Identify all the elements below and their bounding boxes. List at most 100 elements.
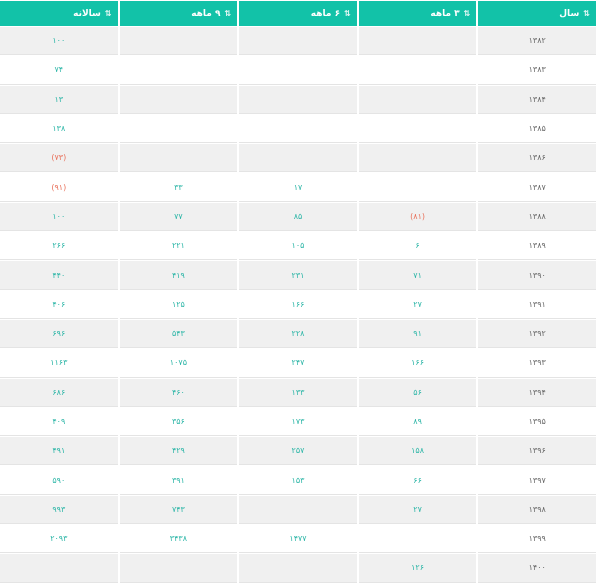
column-header-annual[interactable]: ⇅سالانه xyxy=(0,1,118,26)
9-month-cell: ۴۱۹ xyxy=(119,261,238,290)
9-month-cell: ۴۲۹ xyxy=(119,437,238,466)
sort-arrows-icon[interactable]: ⇅ xyxy=(224,8,232,18)
annual-cell: ۱۰۰ xyxy=(0,202,118,232)
year-cell: ۱۳۸۸ xyxy=(478,202,596,232)
table-row: ۴۰۶ ۱۲۵ ۱۶۶ ۲۷ ۱۳۹۱ xyxy=(0,291,596,319)
column-header-year[interactable]: ⇅سال xyxy=(478,1,596,26)
3-month-cell: ۹۱ xyxy=(358,319,477,349)
3-month-cell xyxy=(358,85,477,114)
3-month-cell xyxy=(358,525,477,554)
table-row: ۶۸۶ ۴۶۰ ۱۳۳ ۵۶ ۱۳۹۴ xyxy=(0,378,596,407)
column-header-6-month[interactable]: ⇅۶ ماهه xyxy=(239,1,357,26)
3-month-cell: ۶۶ xyxy=(358,466,477,495)
annual-cell: ۶۸۶ xyxy=(0,378,118,407)
annual-cell: ۴۴۰ xyxy=(0,261,118,290)
6-month-cell: ۱۴۷۷ xyxy=(239,525,357,554)
annual-cell: ۲۰۹۳ xyxy=(0,525,118,554)
3-month-cell xyxy=(358,56,477,85)
year-cell: ۱۳۹۸ xyxy=(478,495,596,525)
year-cell: ۱۳۹۳ xyxy=(478,349,596,378)
9-month-cell xyxy=(119,115,238,144)
annual-cell: ۷۴ xyxy=(0,56,118,85)
6-month-cell: ۸۵ xyxy=(239,202,357,232)
3-month-cell xyxy=(358,144,477,173)
table-row: (۷۳) ۱۳۸۶ xyxy=(0,144,596,173)
6-month-cell xyxy=(239,144,357,173)
6-month-cell: ۱۷ xyxy=(239,173,357,202)
6-month-cell xyxy=(239,554,357,583)
9-month-cell: ۴۶۰ xyxy=(119,378,238,407)
6-month-cell: ۱۵۳ xyxy=(239,466,357,495)
6-month-cell: ۱۰۵ xyxy=(239,232,357,261)
9-month-cell xyxy=(119,554,238,583)
sort-arrows-icon[interactable]: ⇅ xyxy=(344,8,351,18)
annual-cell: ۴۰۶ xyxy=(0,291,118,319)
annual-cell: ۶۹۶ xyxy=(0,319,118,349)
3-month-cell: (۸۱) xyxy=(358,202,477,232)
year-cell: ۱۳۸۹ xyxy=(478,232,596,261)
table-row: ۱۲۶ ۱۴۰۰ xyxy=(0,554,596,583)
year-cell: ۱۳۸۳ xyxy=(478,56,596,85)
year-cell: ۱۳۸۵ xyxy=(478,115,596,144)
annual-cell: ۹۹۳ xyxy=(0,495,118,525)
3-month-cell xyxy=(358,173,477,202)
table-row: ۷۴ ۱۳۸۳ xyxy=(0,56,596,85)
table-row: ۶۹۶ ۵۴۳ ۲۲۸ ۹۱ ۱۳۹۲ xyxy=(0,319,596,349)
table-row: ۹۹۳ ۷۴۳ ۲۷ ۱۳۹۸ xyxy=(0,495,596,525)
6-month-cell: ۱۷۳ xyxy=(239,408,357,437)
year-cell: ۱۳۸۴ xyxy=(478,85,596,114)
annual-cell: ۱۳۸ xyxy=(0,115,118,144)
year-cell: ۱۳۹۰ xyxy=(478,261,596,290)
9-month-cell: ۱۲۵ xyxy=(119,291,238,319)
9-month-cell: ۷۴۳ xyxy=(119,495,238,525)
sort-arrows-icon[interactable]: ⇅ xyxy=(463,8,471,18)
table-row: ۲۶۶ ۲۲۱ ۱۰۵ ۶ ۱۳۸۹ xyxy=(0,232,596,261)
table-row: ۵۹۰ ۳۹۱ ۱۵۳ ۶۶ ۱۳۹۷ xyxy=(0,466,596,495)
3-month-cell: ۲۷ xyxy=(358,495,477,525)
3-month-cell: ۶ xyxy=(358,232,477,261)
annual-cell: ۱۱۶۳ xyxy=(0,349,118,378)
9-month-cell: ۱۰۷۵ xyxy=(119,349,238,378)
sort-arrows-icon[interactable]: ⇅ xyxy=(104,8,112,18)
year-cell: ۱۳۹۹ xyxy=(478,525,596,554)
9-month-cell: ۳۹۱ xyxy=(119,466,238,495)
table-row: ۲۰۹۳ ۳۴۳۸ ۱۴۷۷ ۱۳۹۹ xyxy=(0,525,596,554)
9-month-cell: ۳۵۶ xyxy=(119,408,238,437)
6-month-cell: ۱۳۳ xyxy=(239,378,357,407)
table-row: ۱۰۰ ۷۷ ۸۵ (۸۱) ۱۳۸۸ xyxy=(0,202,596,232)
3-month-cell xyxy=(358,27,477,56)
annual-cell xyxy=(0,554,118,583)
9-month-cell: ۳۳ xyxy=(119,173,238,202)
table-row: ۱۳ ۱۳۸۴ xyxy=(0,85,596,114)
year-cell: ۱۳۹۱ xyxy=(478,291,596,319)
sort-ascending-icon[interactable]: ⇅ xyxy=(583,8,590,18)
3-month-cell: ۱۵۸ xyxy=(358,437,477,466)
column-header-3-month[interactable]: ⇅۳ ماهه xyxy=(358,1,477,26)
9-month-cell: ۵۴۳ xyxy=(119,319,238,349)
column-header-9-month[interactable]: ⇅۹ ماهه xyxy=(119,1,238,26)
9-month-cell: ۷۷ xyxy=(119,202,238,232)
year-cell: ۱۳۹۵ xyxy=(478,408,596,437)
annual-cell: ۱۳ xyxy=(0,85,118,114)
table-row: ۴۰۹ ۳۵۶ ۱۷۳ ۸۹ ۱۳۹۵ xyxy=(0,408,596,437)
year-cell: ۱۳۹۲ xyxy=(478,319,596,349)
9-month-cell: ۲۲۱ xyxy=(119,232,238,261)
6-month-cell xyxy=(239,27,357,56)
table-row: ۴۴۰ ۴۱۹ ۲۳۱ ۷۱ ۱۳۹۰ xyxy=(0,261,596,290)
9-month-cell xyxy=(119,56,238,85)
year-cell: ۱۳۸۲ xyxy=(478,27,596,56)
9-month-cell: ۳۴۳۸ xyxy=(119,525,238,554)
3-month-cell xyxy=(358,115,477,144)
year-cell: ۱۳۸۷ xyxy=(478,173,596,202)
table-row: (۹۱) ۳۳ ۱۷ ۱۳۸۷ xyxy=(0,173,596,202)
3-month-cell: ۲۷ xyxy=(358,291,477,319)
9-month-cell xyxy=(119,27,238,56)
9-month-cell xyxy=(119,85,238,114)
6-month-cell xyxy=(239,495,357,525)
annual-cell: ۲۶۶ xyxy=(0,232,118,261)
table-row: ۱۳۸ ۱۳۸۵ xyxy=(0,115,596,144)
6-month-cell: ۲۲۸ xyxy=(239,319,357,349)
3-month-cell: ۱۶۶ xyxy=(358,349,477,378)
3-month-cell: ۱۲۶ xyxy=(358,554,477,583)
header-row: ⇅سالانه ⇅۹ ماهه ⇅۶ ماهه ⇅۳ ماهه ⇅سال xyxy=(0,1,596,26)
